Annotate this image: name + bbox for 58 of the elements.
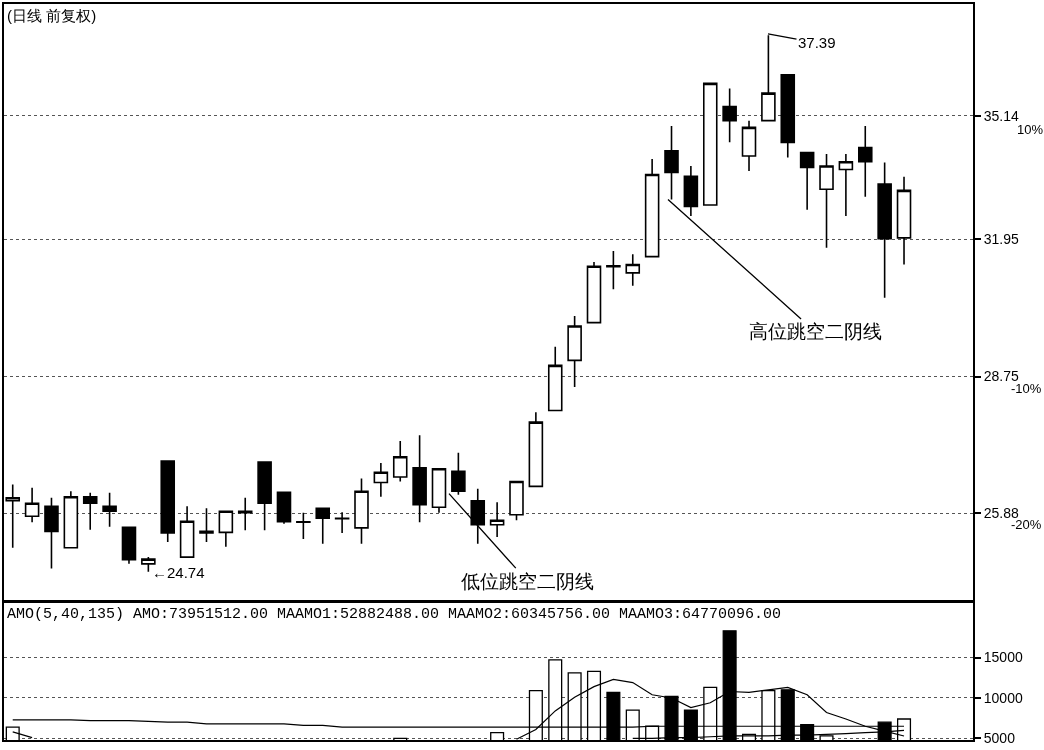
candlestick: [528, 411, 544, 488]
candlestick: [644, 158, 660, 258]
candlestick: [63, 490, 79, 549]
candlestick: [160, 460, 176, 543]
candlestick: [722, 87, 737, 144]
candlestick: [237, 496, 253, 532]
chart-title: AMO(5,40,135) AMO:73951512.00 MAAMO1:52882488.00 MAAMO2:60345756.00 MAAMO3:64770096.00: [7, 606, 782, 623]
candlestick: [586, 261, 602, 324]
annotation: 37.39: [798, 34, 836, 51]
y-tick-label: 5000: [983, 730, 1016, 747]
annotation: ←24.74: [152, 564, 205, 581]
candlestick: [141, 556, 156, 573]
candlestick: [334, 511, 350, 534]
candlestick: [683, 165, 699, 217]
candlestick: [819, 153, 834, 249]
candlestick: [412, 434, 427, 524]
candlestick: [24, 487, 40, 524]
y-tick-label: 31.95: [983, 231, 1020, 248]
candlestick: [392, 440, 408, 483]
candlestick: [82, 491, 98, 531]
candlestick: [567, 315, 582, 388]
annotation: 低位跳空二阴线: [461, 570, 594, 592]
text: -20%: [1011, 517, 1042, 532]
candlestick: [257, 461, 272, 532]
candlestick: [102, 491, 117, 528]
candlestick: [896, 175, 912, 266]
text: 10%: [1017, 122, 1044, 137]
candlestick: [509, 480, 524, 522]
candlestick: [179, 505, 195, 558]
candlestick: [373, 462, 389, 498]
candlestick: [857, 125, 873, 198]
candlestick: [431, 467, 447, 514]
candlestick: [741, 119, 757, 172]
candlestick: [199, 507, 214, 543]
candlestick: [296, 511, 311, 540]
candlestick: [625, 253, 641, 287]
candlestick: [877, 161, 892, 299]
candlestick: [606, 250, 621, 291]
y-tick-label: 15000: [983, 649, 1023, 666]
annotation: 高位跳空二阴线: [749, 320, 882, 342]
candlestick: [276, 491, 292, 525]
candlestick: [451, 452, 466, 496]
candlestick: [315, 507, 331, 545]
candlestick: [780, 73, 796, 159]
candlestick: [121, 526, 137, 565]
candlestick: [354, 477, 369, 545]
chart-title: (日线 前复权): [7, 7, 97, 24]
candlestick: [664, 125, 679, 201]
candlestick: [702, 82, 718, 206]
candlestick: [547, 345, 563, 412]
y-tick-label: 35.14: [983, 107, 1020, 124]
candlestick: [799, 151, 815, 211]
candlestick: [838, 153, 854, 217]
y-tick-label: 10000: [983, 689, 1023, 706]
candlestick: [489, 501, 505, 538]
candlestick: [218, 510, 234, 548]
candlestick: [5, 483, 21, 549]
candlestick: [44, 496, 59, 570]
